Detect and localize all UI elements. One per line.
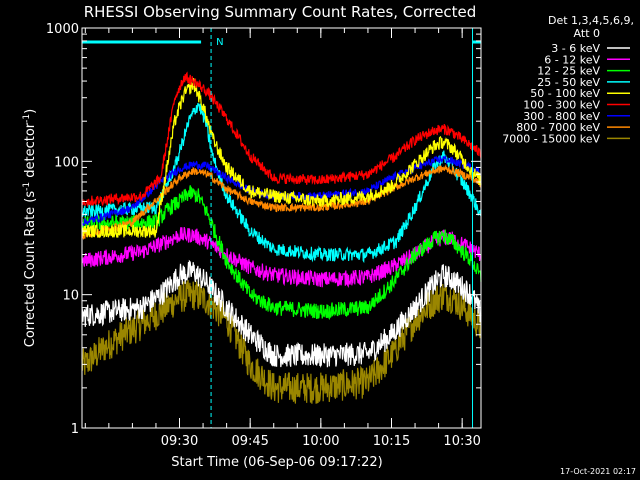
series-line: [81, 226, 482, 288]
legend-header-line2: Att 0: [574, 27, 600, 40]
legend-entry-label: 7000 - 15000 keV: [502, 132, 600, 145]
x-tick-label: 09:45: [231, 434, 268, 449]
series-line: [81, 71, 482, 208]
series-line: [81, 78, 482, 239]
legend-entry-label: 300 - 800 keV: [523, 110, 600, 123]
axes-layer: 1 10 100 1000 09:30 09:45 10:00 10:15 10:30: [46, 22, 482, 449]
y-axis-label-mid: detector: [23, 122, 38, 182]
y-axis-label-sup1: -1: [22, 182, 32, 191]
plot-frame: [81, 27, 482, 429]
legend-entry-label: 800 - 7000 keV: [516, 121, 600, 134]
legend-entry-label: 3 - 6 keV: [551, 42, 600, 55]
series-line: [81, 259, 482, 368]
series-line: [81, 185, 482, 321]
x-tick-label: 09:30: [161, 434, 198, 449]
series-line: [81, 280, 482, 404]
legend-entry-label: 50 - 100 keV: [530, 87, 600, 100]
svg-text:Corrected Count Rate (s-1 dete: Corrected Count Rate (s-1 detector-1): [22, 109, 38, 347]
legend-entry-label: 12 - 25 keV: [537, 65, 600, 78]
x-tick-label: 10:00: [302, 434, 339, 449]
series-line: [81, 103, 482, 264]
footer-timestamp: 17-Oct-2021 02:17: [560, 467, 636, 476]
legend-header-line1: Det 1,3,4,5,6,9,: [548, 14, 634, 27]
series-line: [81, 163, 482, 240]
legend-entry-label: 6 - 12 keV: [544, 53, 600, 66]
x-tick-label: 10:30: [443, 434, 480, 449]
x-tick-label: 10:15: [373, 434, 410, 449]
legend-entry-label: 25 - 50 keV: [537, 76, 600, 89]
y-tick-label: 100: [54, 155, 79, 170]
y-tick-label: 1: [71, 422, 79, 437]
y-axis-label: Corrected Count Rate (s-1 detector-1): [22, 109, 38, 347]
y-axis-label-sup2: -1: [22, 114, 32, 123]
y-axis-label-end: ): [23, 109, 38, 114]
y-tick-label: 10: [62, 289, 79, 304]
y-tick-label: 1000: [46, 22, 79, 37]
flag-label: N: [216, 37, 223, 48]
x-axis-label: Start Time (06-Sep-06 09:17:22): [171, 455, 382, 470]
legend-entry-label: 100 - 300 keV: [523, 99, 600, 112]
y-axis-label-part: Corrected Count Rate (s: [23, 191, 38, 348]
chart-title: RHESSI Observing Summary Count Rates, Co…: [84, 3, 477, 21]
series-layer: [81, 71, 482, 404]
marker-layer: N: [82, 28, 481, 428]
